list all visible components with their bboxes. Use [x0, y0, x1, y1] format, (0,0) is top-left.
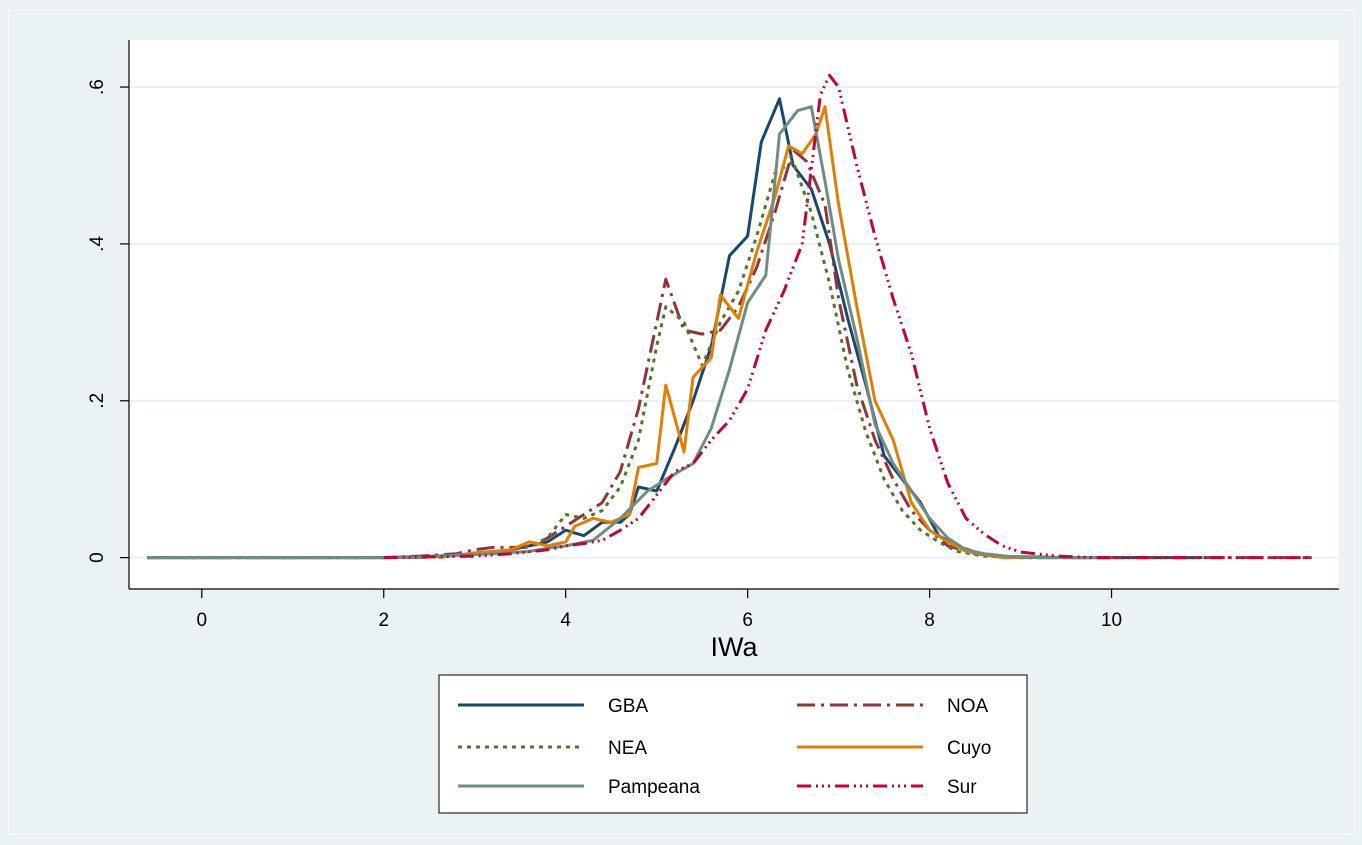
- legend-label-gba: GBA: [608, 696, 648, 717]
- series-line-sur: [383, 73, 1312, 560]
- x-tick-label: 6: [742, 610, 753, 631]
- x-axis: 0 2 4 6 8 10: [196, 589, 1122, 631]
- legend: GBA NOA NEA Cuyo Pampeana Sur: [438, 674, 1028, 814]
- legend-label-noa: NOA: [947, 696, 989, 717]
- series-layer: [147, 73, 1312, 560]
- x-tick-label: 4: [560, 610, 571, 631]
- y-tick-label: .6: [87, 79, 108, 95]
- series-line-cuyo: [438, 105, 1030, 560]
- legend-label-pampeana: Pampeana: [608, 777, 700, 798]
- legend-label-cuyo: Cuyo: [947, 738, 991, 759]
- axes: [128, 40, 1339, 590]
- legend-label-sur: Sur: [947, 777, 977, 798]
- y-tick-label: .2: [87, 393, 108, 409]
- y-tick-label: .4: [87, 236, 108, 252]
- legend-label-nea: NEA: [608, 738, 647, 759]
- x-axis-title: IWa: [711, 632, 759, 662]
- series-line-pampeana: [147, 105, 1112, 560]
- y-tick-label: 0: [87, 552, 108, 563]
- x-tick-label: 0: [196, 610, 207, 631]
- x-tick-label: 10: [1101, 610, 1122, 631]
- x-tick-label: 2: [378, 610, 389, 631]
- x-tick-label: 8: [924, 610, 935, 631]
- y-axis: 0 .2 .4 .6: [87, 79, 129, 563]
- legend-box: [438, 674, 1028, 814]
